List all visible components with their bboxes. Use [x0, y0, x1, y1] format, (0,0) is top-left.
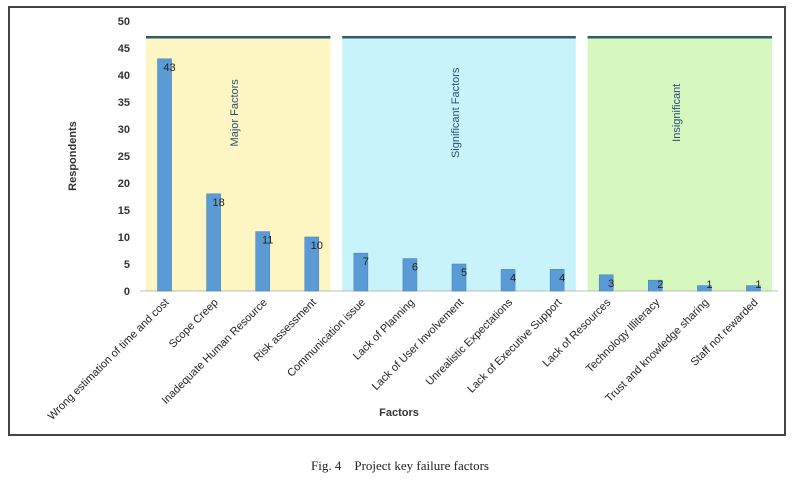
y-tick-label: 25 [118, 151, 130, 163]
bar [402, 258, 418, 292]
y-tick-label: 15 [118, 205, 130, 217]
group-label-0: Major Factors [229, 79, 241, 147]
x-tick-label: Lack of User Involvement [370, 297, 466, 393]
data-label: 1 [706, 279, 712, 291]
chart-frame: Major Factors Significant Factors Insignif… [8, 6, 786, 436]
bar [353, 252, 369, 292]
x-tick-label: Wrong estimation of time and cost [46, 297, 172, 423]
group-label-2: Insignificant [671, 84, 683, 142]
y-tick-label: 35 [118, 97, 130, 109]
x-tick-label: Scope Creep [167, 297, 221, 351]
data-label: 1 [755, 279, 761, 291]
bar [304, 236, 320, 292]
data-label: 3 [608, 278, 614, 290]
y-tick-label: 20 [118, 178, 130, 190]
data-label: 10 [311, 240, 323, 252]
bar [648, 279, 663, 292]
data-label: 4 [510, 272, 516, 284]
y-tick-label: 30 [118, 124, 130, 136]
caption-label: Fig. 4 [311, 458, 342, 473]
data-label: 7 [363, 256, 369, 268]
group-region-0 [145, 37, 331, 292]
bar [549, 269, 565, 292]
bar [206, 193, 221, 292]
data-label: 11 [262, 235, 273, 247]
x-tick-label: Unrealistic Expectations [424, 296, 516, 388]
y-axis-label: Respondents [67, 121, 79, 191]
group-region-2 [587, 37, 773, 292]
data-label: 18 [212, 197, 224, 209]
y-tick-label: 0 [124, 286, 130, 298]
data-label: 6 [412, 262, 418, 274]
bar-chart: Major Factors Significant Factors Insignif… [46, 16, 778, 423]
data-label: 43 [163, 62, 175, 74]
y-tick-label: 40 [118, 70, 130, 82]
x-tick-label: Trust and knowledge sharing [603, 297, 711, 405]
x-tick-label: Lack of Executive Support [465, 297, 564, 396]
bar [697, 285, 712, 292]
group-region-1 [342, 37, 576, 292]
y-tick-label: 45 [118, 43, 130, 55]
group-label-1: Significant Factors [450, 67, 462, 158]
data-label: 2 [657, 279, 663, 291]
caption-text: Project key failure factors [354, 458, 489, 473]
bar [500, 269, 516, 292]
figure-caption: Fig. 4 Project key failure factors [0, 458, 800, 474]
y-tick-label: 10 [118, 232, 130, 244]
data-label: 4 [559, 272, 565, 284]
bar [255, 231, 270, 292]
bar [157, 58, 172, 292]
bar [746, 285, 761, 292]
data-label: 5 [461, 267, 467, 279]
y-tick-label: 50 [118, 16, 130, 28]
y-tick-label: 5 [124, 259, 130, 271]
bar [451, 263, 467, 292]
x-axis-label: Factors [379, 407, 419, 419]
bar [598, 274, 614, 292]
x-tick-label: Inadequate Human Resource [160, 297, 270, 407]
